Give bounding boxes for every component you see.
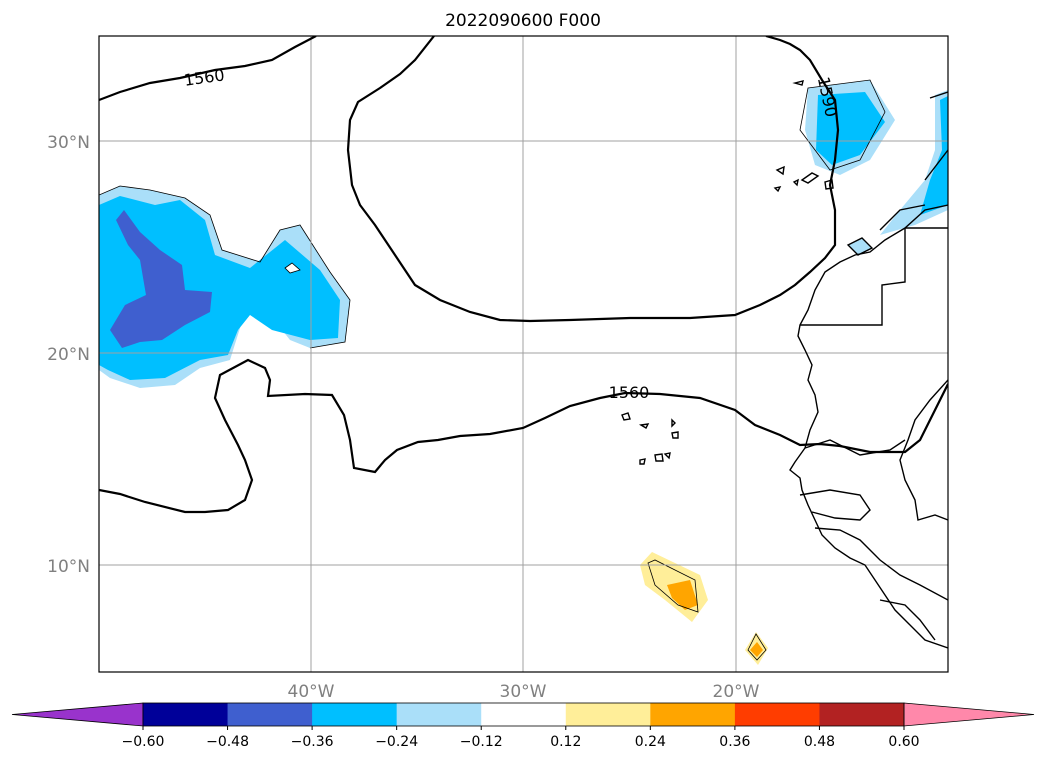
coastlines — [621, 80, 948, 649]
map-area: 1560 1590 1560 — [99, 36, 948, 672]
colorbar-segment — [565, 703, 651, 726]
lat-label-10n: 10°N — [47, 557, 90, 577]
lon-label-20w: 20°W — [713, 682, 760, 702]
colorbar-tick-label: −0.60 — [122, 734, 165, 750]
positive-anomaly-south — [640, 552, 768, 665]
figure-title: 2022090600 F000 — [445, 11, 601, 31]
lat-label-20n: 20°N — [47, 345, 90, 365]
colorbar-extend-low — [11, 702, 144, 727]
lon-label-30w: 30°W — [500, 682, 547, 702]
negative-anomaly-west — [99, 185, 351, 388]
colorbar-outline — [142, 702, 905, 727]
colorbar-tick-label: 0.24 — [635, 734, 666, 750]
colorbar-tick-label: −0.24 — [375, 734, 418, 750]
colorbar-tick-label: 0.48 — [804, 734, 835, 750]
colorbar-tick-label: −0.48 — [206, 734, 249, 750]
map-border — [98, 35, 949, 673]
colorbar-segment — [143, 703, 229, 726]
lat-label-30n: 30°N — [47, 133, 90, 153]
colorbar-segment — [650, 703, 736, 726]
colorbar-segment — [312, 703, 398, 726]
colorbar-segment — [734, 703, 820, 726]
colorbar: −0.60 −0.48 −0.36 −0.24 −0.12 0.12 0.24 0.36 0.4… — [11, 702, 1035, 750]
height-contours — [99, 36, 948, 514]
lon-label-40w: 40°W — [288, 682, 335, 702]
colorbar-tick-label: 0.12 — [550, 734, 581, 750]
colorbar-segment — [227, 703, 313, 726]
colorbar-extend-high — [903, 702, 1035, 727]
contour-label-south-1560: 1560 — [609, 383, 650, 402]
colorbar-tick-label: 0.36 — [719, 734, 750, 750]
colorbar-tick-label: 0.60 — [888, 734, 919, 750]
colorbar-tick-label: −0.12 — [460, 734, 503, 750]
colorbar-segment — [396, 703, 482, 726]
colorbar-segment — [819, 703, 905, 726]
colorbar-tick-label: −0.36 — [291, 734, 334, 750]
colorbar-segment — [481, 703, 567, 726]
negative-anomaly-northeast — [799, 79, 948, 255]
